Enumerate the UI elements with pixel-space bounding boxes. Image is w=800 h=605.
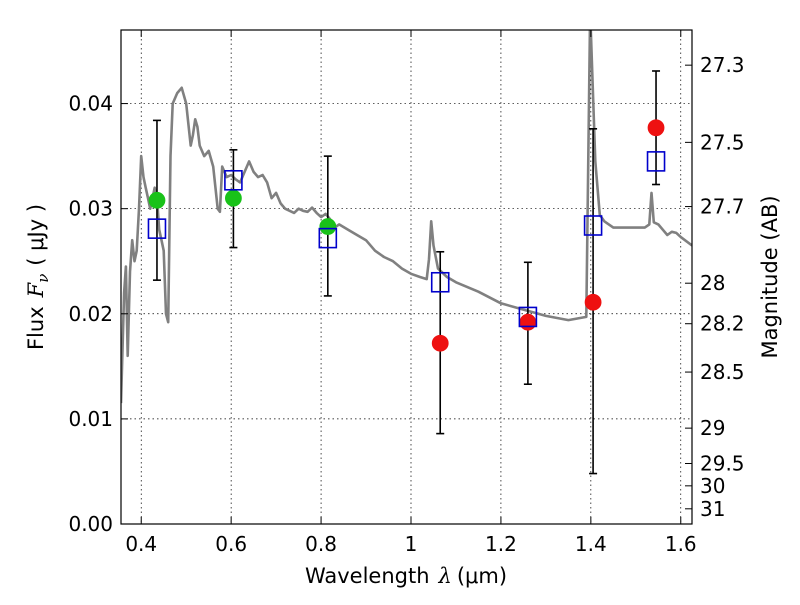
red-circle-marker [431, 334, 449, 352]
model-spectrum-layer [121, 30, 692, 404]
model-spectrum-line [121, 30, 692, 404]
y-tick-label: 0.03 [68, 197, 113, 221]
x-tick-label: 0.8 [305, 532, 337, 556]
x-tick-label: 1.2 [485, 532, 517, 556]
box-square-marker [646, 151, 666, 172]
y2-tick-label: 27.3 [700, 53, 745, 77]
y2-tick-label: 28 [700, 271, 725, 295]
y2-tick-label: 29 [700, 416, 725, 440]
y2-tick-label: 30 [700, 474, 725, 498]
y-tick-label: 0.01 [68, 407, 113, 431]
box-square-marker [318, 227, 338, 249]
green-circle-marker [148, 191, 166, 209]
x-tick-label: 1 [405, 532, 418, 556]
y-tick-label: 0.04 [68, 92, 113, 116]
grid [121, 30, 692, 525]
y2-tick-label: 27.5 [700, 130, 745, 154]
green-circle-marker [225, 189, 242, 207]
red-circle-marker [519, 313, 537, 331]
red-circle-marker [584, 293, 602, 311]
box-square-marker [224, 170, 243, 191]
box-square-marker [147, 218, 167, 239]
y-axis-label: FluxFν( μJy ) [24, 204, 52, 350]
y-tick-label: 0.02 [68, 302, 113, 326]
y2-tick-label: 27.7 [700, 195, 745, 219]
data-markers [147, 119, 666, 352]
y2-tick-label: 29.5 [700, 452, 745, 476]
x-tick-label: 1.4 [575, 532, 607, 556]
plot-frame [120, 29, 693, 525]
x-tick-label: 0.4 [125, 532, 157, 556]
x-tick-label: 0.6 [215, 532, 247, 556]
x-tick-label: 1.6 [665, 532, 697, 556]
y2-tick-label: 28.5 [700, 360, 745, 384]
x-axis-label: Wavelength λ (μm) [305, 564, 507, 588]
box-square-marker [583, 215, 603, 236]
red-circle-marker [647, 119, 665, 137]
green-circle-marker [319, 218, 337, 235]
y2-tick-label: 31 [700, 497, 725, 521]
box-square-marker [518, 306, 538, 328]
y2-tick-label: 28.2 [700, 312, 745, 336]
y2-axis-label: Magnitude (AB) [758, 195, 782, 358]
y-tick-label: 0.00 [68, 512, 113, 536]
box-square-marker [430, 271, 450, 293]
x-ticks: 0.4 0.6 0.8 1 1.2 1.4 1.6 [125, 30, 697, 556]
y-ticks: 0.00 0.01 0.02 0.03 0.04 [68, 92, 128, 536]
